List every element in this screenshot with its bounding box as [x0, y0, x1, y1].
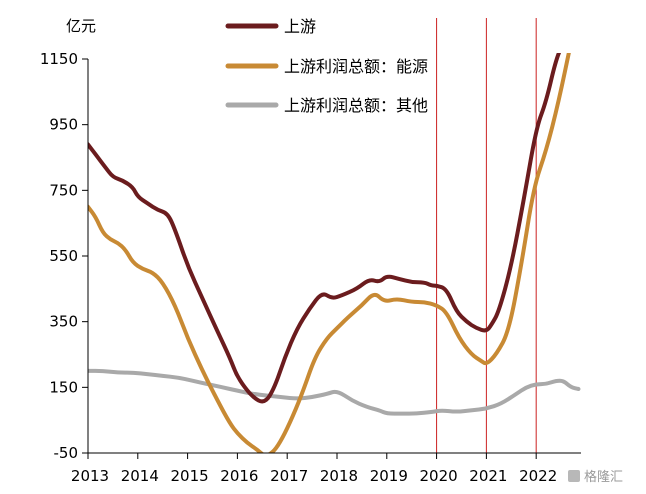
x-tick-label: 2013: [71, 467, 109, 485]
y-ticks: 1150 950 750 550 350 150 -50: [40, 50, 88, 462]
y-tick-label: 550: [49, 247, 78, 265]
x-tick-label: 2016: [220, 467, 258, 485]
x-tick-label: 2021: [469, 467, 507, 485]
y-axis: 1150 950 750 550 350 150 -50 亿元: [40, 17, 96, 462]
y-tick-label: 950: [49, 116, 78, 134]
x-tick-label: 2017: [270, 467, 308, 485]
series-line-0: [88, 53, 562, 404]
x-tick-label: 2022: [519, 467, 557, 485]
x-tick-label: 2018: [320, 467, 358, 485]
y-tick-label: 150: [49, 378, 78, 396]
y-tick-label: -50: [54, 444, 79, 462]
x-tick-label: 2020: [419, 467, 457, 485]
watermark-logo-icon: [568, 470, 580, 482]
legend-label: 上游利润总额：其他: [284, 96, 428, 115]
vertical-lines: [436, 18, 537, 453]
y-tick-label: 1150: [40, 50, 78, 68]
plot-area: [88, 18, 581, 453]
y-tick-label: 750: [49, 181, 78, 199]
y-axis-label: 亿元: [66, 17, 96, 35]
series-line-2: [88, 368, 581, 416]
series-line-1: [88, 53, 571, 453]
x-axis: 2013 2014 2015 2016 2017 2018 2019 2020 2021 2022: [71, 452, 581, 485]
legend-label: 上游: [284, 17, 316, 36]
series-layer: [88, 53, 581, 453]
x-tick-label: 2015: [171, 467, 209, 485]
x-tick-label: 2019: [370, 467, 408, 485]
y-tick-label: 350: [49, 313, 78, 331]
watermark-text: 格隆汇: [584, 469, 623, 485]
x-tick-label: 2014: [121, 467, 159, 485]
watermark: 格隆汇: [568, 469, 623, 485]
x-ticks: 2013 2014 2015 2016 2017 2018 2019 2020 2021 2022: [71, 453, 557, 485]
legend-label: 上游利润总额：能源: [284, 57, 428, 76]
